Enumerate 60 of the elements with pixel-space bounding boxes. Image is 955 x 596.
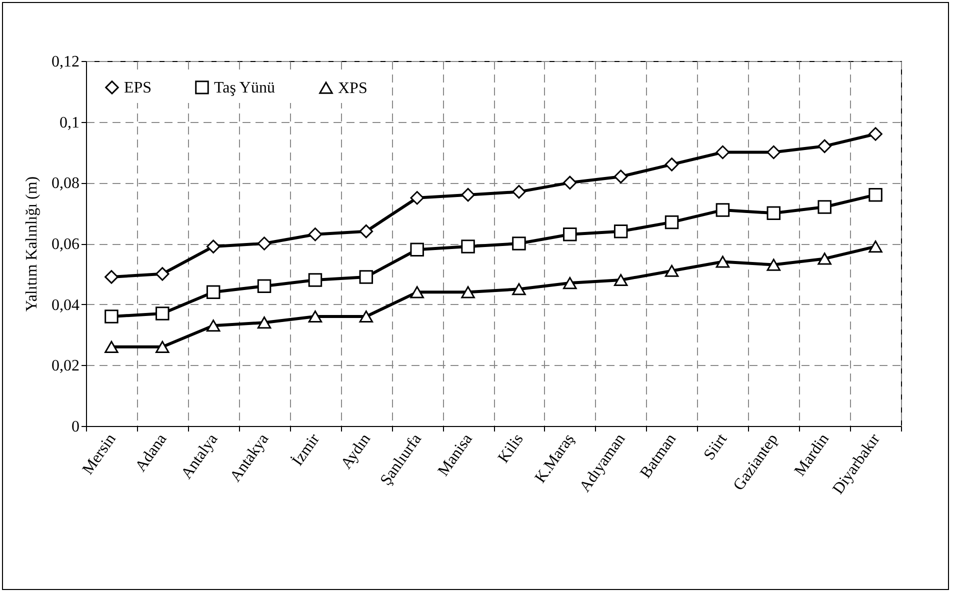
point (257, 279, 272, 293)
point (716, 203, 730, 217)
point (461, 188, 475, 202)
point (410, 286, 424, 298)
point (818, 200, 832, 214)
point (868, 188, 882, 202)
point (563, 228, 577, 242)
point (614, 274, 628, 286)
point (818, 252, 832, 265)
point (359, 224, 374, 238)
point (664, 264, 679, 277)
y-tick-label: 0,04 (52, 296, 80, 314)
point (766, 206, 781, 220)
point (868, 127, 882, 141)
point (664, 158, 679, 172)
point (257, 316, 272, 329)
legend-label: EPS (124, 79, 152, 96)
y-tick-label: 0,06 (52, 236, 80, 253)
point (308, 273, 322, 287)
point (156, 306, 170, 320)
legend-label: Taş Yünü (214, 79, 275, 96)
point (716, 256, 730, 268)
point (766, 258, 781, 271)
point (614, 170, 628, 184)
point (206, 320, 220, 332)
point (257, 236, 272, 250)
point (664, 215, 679, 230)
point (868, 240, 882, 253)
point (104, 340, 118, 353)
point (818, 139, 832, 154)
point (563, 276, 577, 290)
legend-label: XPS (338, 80, 368, 97)
point (461, 240, 475, 254)
point (104, 270, 118, 284)
point (308, 228, 322, 242)
point (410, 191, 424, 205)
point (104, 310, 118, 324)
y-tick-label: 0,02 (52, 358, 80, 375)
point (766, 145, 781, 160)
point (206, 240, 220, 254)
point (461, 286, 475, 298)
point (359, 310, 374, 323)
y-tick-label: 0,1 (60, 114, 80, 132)
y-tick-label: 0,08 (52, 175, 80, 192)
point (512, 184, 526, 199)
point (563, 176, 577, 190)
point (206, 285, 220, 300)
y-tick-label: 0,12 (52, 54, 80, 70)
point (512, 236, 526, 250)
point (156, 267, 170, 281)
point (410, 242, 424, 256)
point (512, 283, 526, 296)
point (156, 340, 170, 353)
point (359, 270, 374, 284)
x-tick-label: Siirt (700, 430, 731, 464)
y-tick-label: 0 (72, 418, 80, 436)
point (308, 310, 322, 323)
point (716, 145, 730, 160)
y-axis-title: Yalıtım Kalınlığı (m) (24, 176, 40, 312)
point (614, 224, 628, 238)
